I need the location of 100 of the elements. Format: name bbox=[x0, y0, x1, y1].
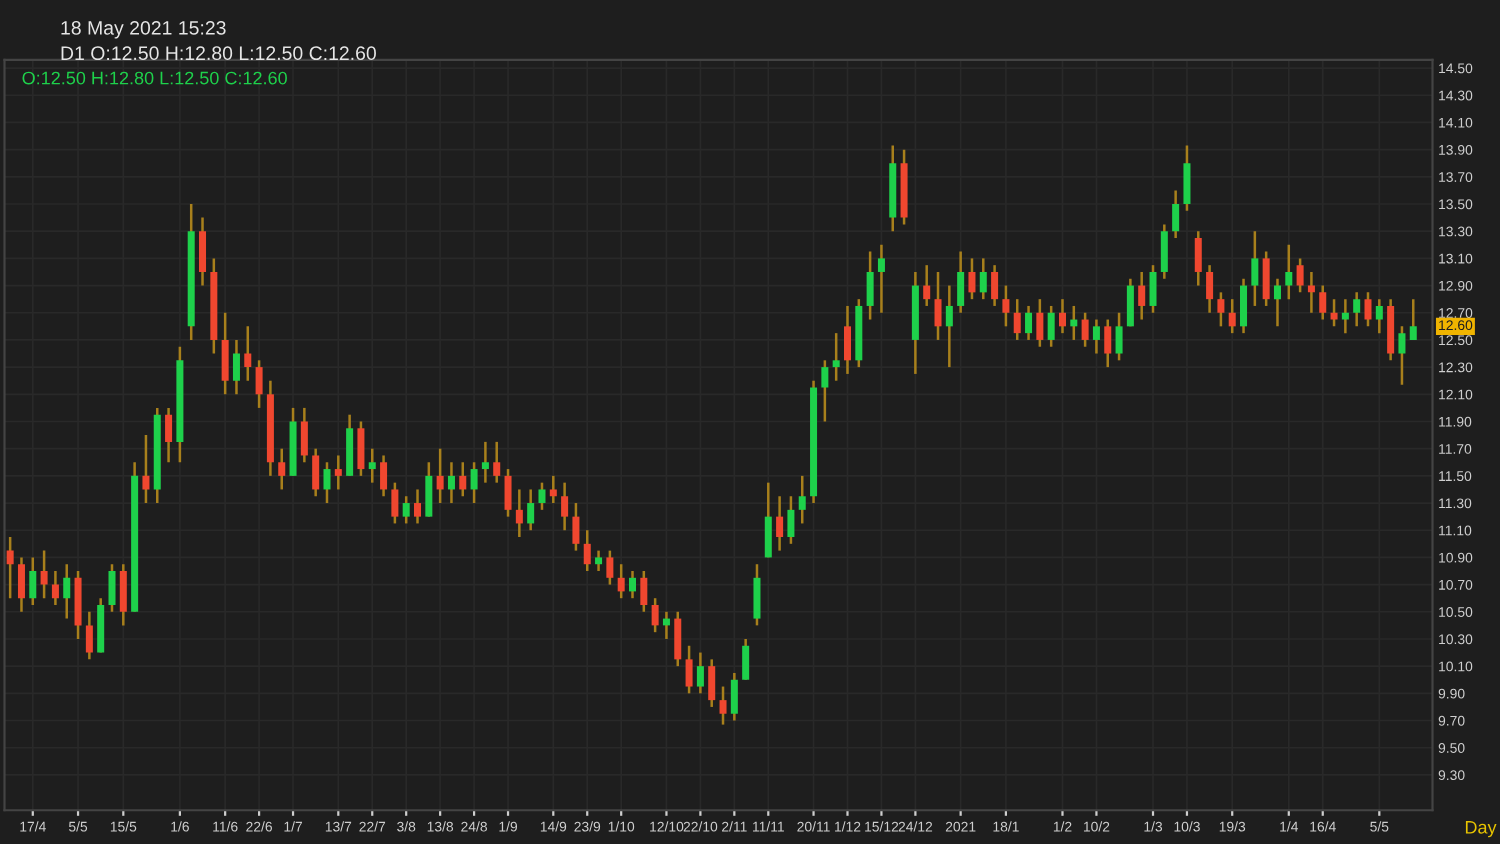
candlestick bbox=[1398, 325, 1406, 387]
text: Day bbox=[1465, 821, 1497, 838]
chart-title: 18 May 2021 15:23 bbox=[61, 20, 226, 39]
candlestick bbox=[1228, 297, 1236, 335]
candlestick bbox=[1058, 297, 1066, 335]
candlestick bbox=[1104, 318, 1112, 369]
candlestick bbox=[97, 596, 105, 654]
candlestick bbox=[1341, 297, 1349, 335]
candlestick bbox=[51, 569, 59, 607]
candlestick bbox=[108, 562, 116, 614]
candlestick bbox=[787, 495, 795, 546]
candlestick bbox=[1217, 291, 1225, 328]
candlestick bbox=[923, 263, 931, 308]
candlestick bbox=[877, 243, 885, 314]
candlestick bbox=[244, 325, 252, 382]
candlestick bbox=[629, 569, 637, 600]
candlestick bbox=[312, 447, 320, 498]
candlestick bbox=[742, 637, 750, 681]
candlestick bbox=[821, 359, 829, 423]
candlestick bbox=[1285, 243, 1293, 301]
candlestick bbox=[708, 658, 716, 709]
candlestick bbox=[300, 406, 308, 464]
candlestick bbox=[470, 461, 478, 505]
candlestick bbox=[459, 461, 467, 498]
candlestick bbox=[674, 610, 682, 668]
candlestick bbox=[549, 474, 557, 505]
candlestick bbox=[17, 556, 25, 614]
candlestick bbox=[278, 447, 286, 491]
candlestick bbox=[119, 562, 127, 627]
candlestick bbox=[606, 549, 614, 586]
candlestick bbox=[232, 338, 240, 396]
annotation: O:12.50 H:12.80 L:12.50 C:12.60 bbox=[22, 71, 287, 85]
candlestick bbox=[1273, 277, 1281, 328]
candlestick bbox=[1081, 311, 1089, 348]
candlestick bbox=[368, 447, 376, 484]
candlestick bbox=[696, 651, 704, 695]
candlestick bbox=[436, 447, 444, 505]
candlestick bbox=[595, 549, 603, 573]
chart-subtitle: D1 O:12.50 H:12.80 L:12.50 C:12.60 bbox=[61, 46, 376, 61]
candlestick bbox=[1330, 297, 1338, 328]
candlestick bbox=[776, 495, 784, 552]
candlestick bbox=[572, 501, 580, 552]
candlestick bbox=[798, 474, 806, 525]
candlestick bbox=[1251, 229, 1259, 308]
candlestick bbox=[617, 562, 625, 600]
candlestick bbox=[142, 433, 150, 505]
candlestick bbox=[945, 284, 953, 369]
candlestick bbox=[1296, 257, 1304, 294]
candlestick bbox=[29, 556, 37, 607]
candlestick bbox=[1115, 311, 1123, 362]
candlestick bbox=[504, 467, 512, 518]
candlestick bbox=[357, 420, 365, 478]
candlestick bbox=[1126, 277, 1134, 328]
candlestick bbox=[1013, 297, 1021, 342]
candlestick bbox=[346, 413, 354, 478]
candlestick bbox=[640, 569, 648, 614]
candlestick bbox=[1047, 304, 1055, 348]
candlestick bbox=[561, 481, 569, 532]
candlestick bbox=[1092, 318, 1100, 355]
candlestick bbox=[753, 562, 761, 627]
candlestick bbox=[843, 304, 851, 376]
candlestick bbox=[1387, 297, 1395, 362]
candlestick bbox=[934, 270, 942, 342]
candlestick bbox=[651, 596, 659, 634]
candlestick bbox=[1353, 291, 1361, 328]
candlestick bbox=[1002, 284, 1010, 328]
candlestick bbox=[334, 454, 342, 491]
candlestick bbox=[515, 488, 523, 539]
candlestick bbox=[255, 359, 263, 410]
candlestick bbox=[414, 488, 422, 525]
candlestick bbox=[1364, 291, 1372, 328]
candlestick bbox=[1149, 263, 1157, 314]
candlestick bbox=[481, 440, 489, 484]
candlestick bbox=[1194, 229, 1202, 287]
candlestick bbox=[221, 311, 229, 396]
candlestick bbox=[6, 535, 14, 600]
candlestick bbox=[1025, 304, 1033, 342]
candlestick bbox=[968, 257, 976, 301]
candlestick bbox=[74, 569, 82, 641]
candlestick bbox=[1160, 223, 1168, 281]
candlestick bbox=[583, 528, 591, 573]
candlestick bbox=[866, 250, 874, 321]
candlestick bbox=[63, 562, 71, 620]
candlestick bbox=[1183, 144, 1191, 213]
candlestick bbox=[1240, 277, 1248, 335]
candlestick bbox=[991, 263, 999, 308]
candlestick bbox=[832, 331, 840, 382]
candlestick bbox=[425, 461, 433, 518]
candlestick bbox=[1262, 250, 1270, 308]
candlestick bbox=[1172, 189, 1180, 240]
candlestick bbox=[380, 454, 388, 498]
candlestick bbox=[730, 671, 738, 722]
candlestick bbox=[447, 461, 455, 505]
candlestick bbox=[764, 481, 772, 559]
candlestick bbox=[391, 481, 399, 525]
candlestick bbox=[1375, 297, 1383, 335]
candlestick bbox=[719, 685, 727, 726]
candlestick bbox=[323, 461, 331, 505]
candlestick bbox=[493, 440, 501, 484]
candlestick bbox=[957, 250, 965, 314]
